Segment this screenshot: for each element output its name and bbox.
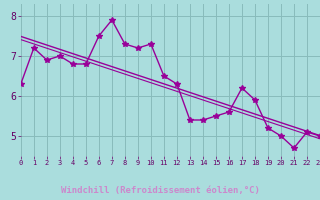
Text: Windchill (Refroidissement éolien,°C): Windchill (Refroidissement éolien,°C) xyxy=(60,186,260,195)
